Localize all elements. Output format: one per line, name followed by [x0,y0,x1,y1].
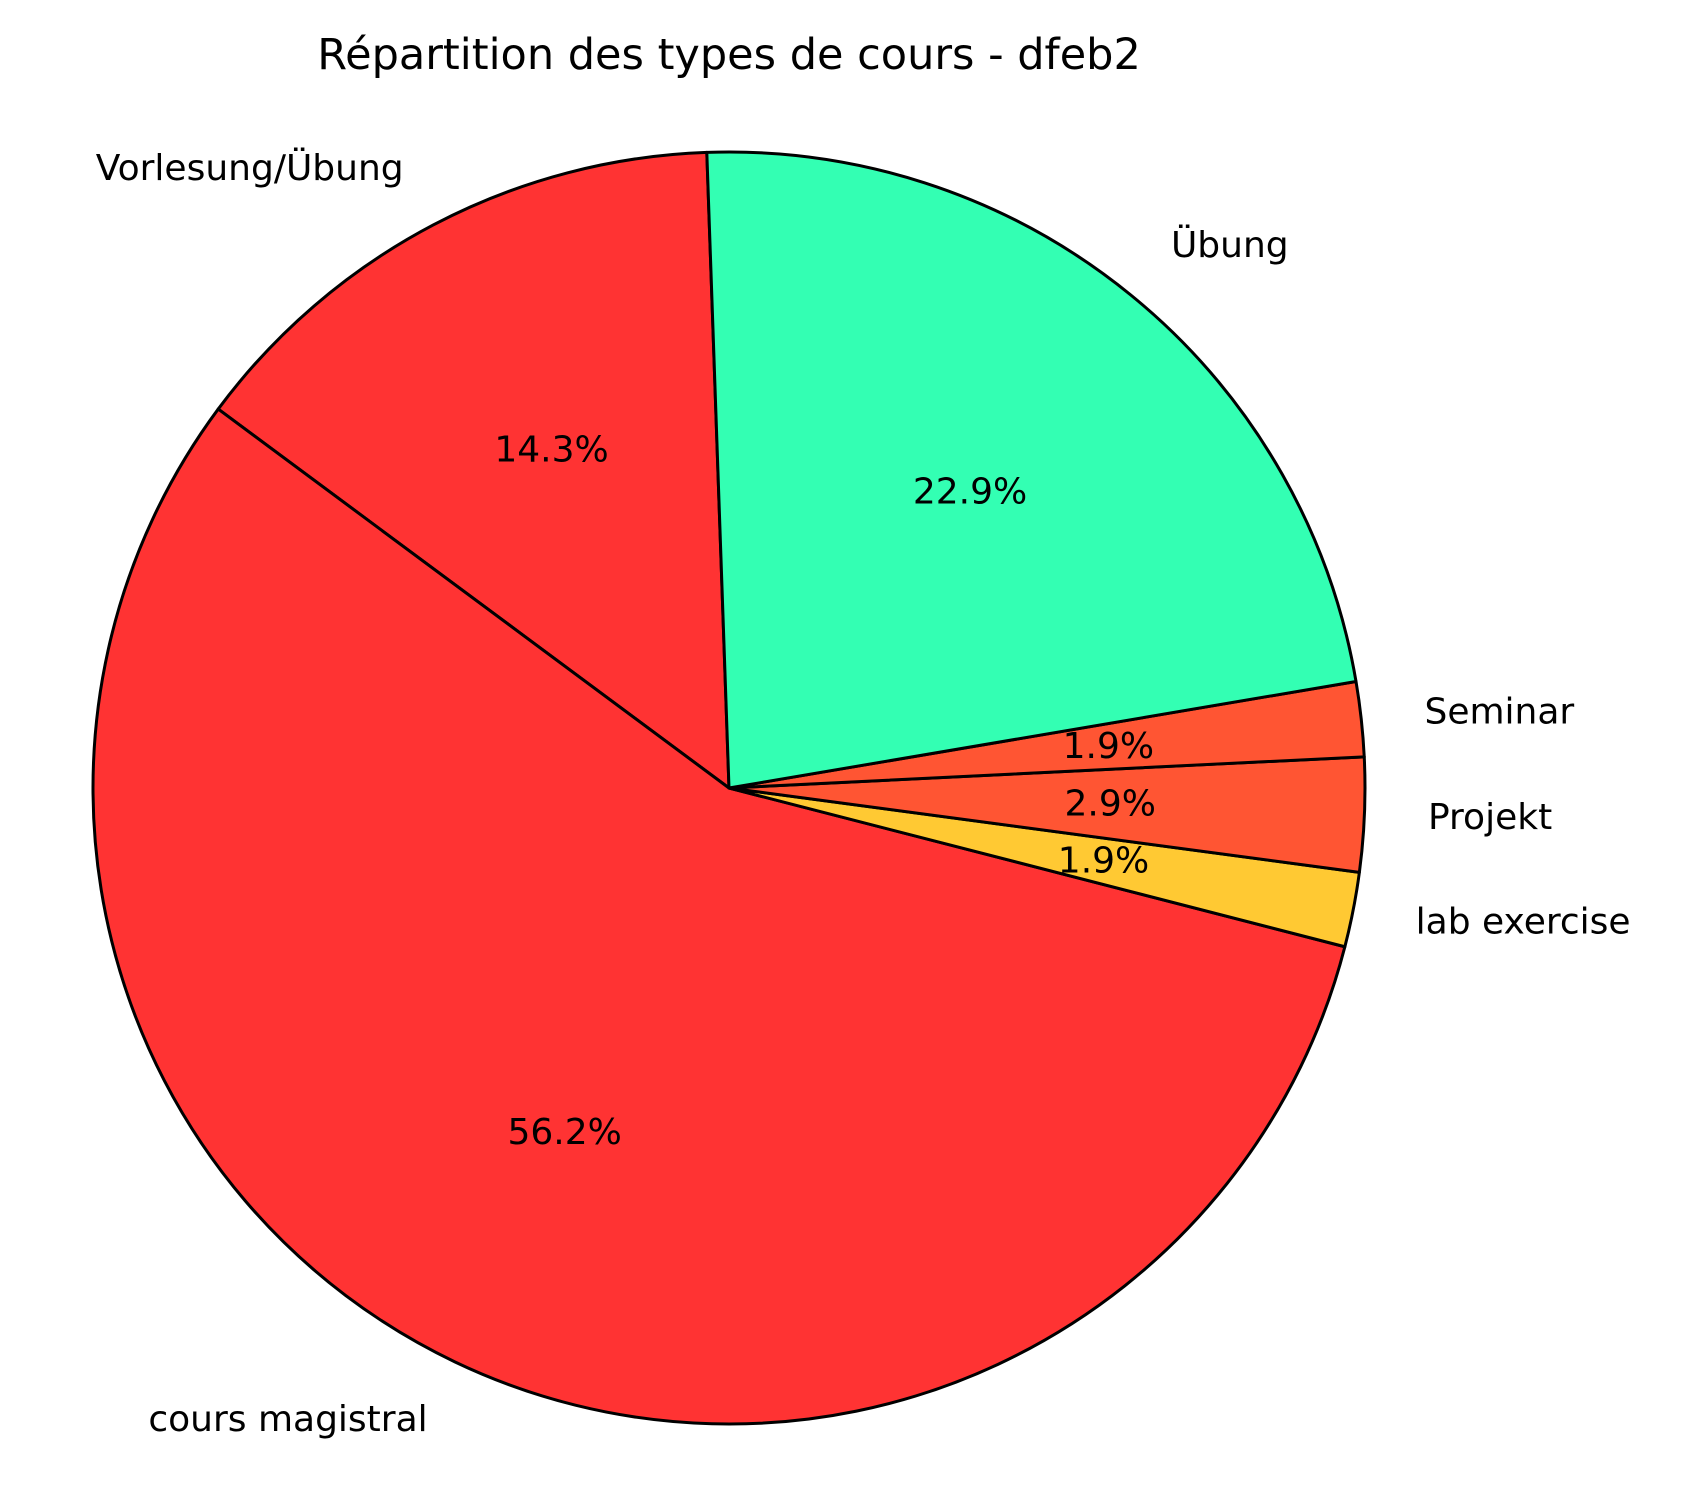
slice-percent-1: 56.2% [507,1112,621,1153]
slice-label-1: cours magistral [148,1399,427,1440]
slice-label-3: Projekt [1428,797,1552,838]
slice-label-5: Übung [1171,224,1289,266]
slice-percent-0: 14.3% [494,430,608,471]
pie-slices [91,150,1367,1426]
pie-slice-5 [705,150,1358,790]
pie-slice-1 [91,407,1347,1426]
slice-label-0: Vorlesung/Übung [96,147,404,189]
slice-percent-5: 22.9% [913,472,1027,513]
chart-title: Répartition des types de cours - dfeb2 [317,30,1141,80]
slice-percent-2: 1.9% [1058,841,1149,882]
slice-label-2: lab exercise [1416,901,1631,942]
slice-label-4: Seminar [1424,692,1574,733]
pie-slice-0 [216,150,731,790]
slice-percent-4: 1.9% [1063,726,1154,767]
slice-labels: Vorlesung/Übung cours magistral lab exerci… [96,147,1631,1440]
slice-percent-3: 2.9% [1065,784,1156,825]
slice-percent-labels: 14.3% 56.2% 1.9% 2.9% 1.9% 22.9% [494,430,1156,1153]
